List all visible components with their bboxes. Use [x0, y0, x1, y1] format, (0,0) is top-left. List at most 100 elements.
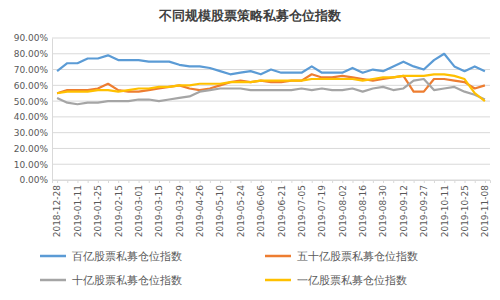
legend-swatch — [265, 255, 291, 258]
x-tick — [332, 180, 333, 183]
x-tick: 2019-10-11 — [440, 180, 450, 237]
plot: 0.00%10.00%20.00%30.00%40.00%50.00%60.00… — [14, 33, 491, 237]
x-tick-mark — [454, 180, 455, 183]
x-tick: 2019-09-27 — [419, 180, 429, 237]
x-tick: 2019-06-21 — [277, 180, 287, 237]
x-tick-mark — [373, 180, 374, 183]
x-tick-mark — [444, 180, 445, 183]
x-tick-mark — [393, 180, 394, 183]
x-tick — [454, 180, 455, 183]
x-tick-mark — [251, 180, 252, 183]
x-tick-label: 2019-08-02 — [338, 185, 348, 237]
y-tick-label: 70.00% — [14, 65, 49, 75]
x-tick: 2019-03-29 — [175, 180, 185, 237]
x-tick — [210, 180, 211, 183]
y-tick-label: 60.00% — [14, 81, 49, 91]
x-tick: 2019-01-25 — [93, 180, 103, 237]
legend-label: 一亿股票私募仓位指数 — [297, 274, 407, 287]
x-tick-mark — [190, 180, 191, 183]
lines — [57, 54, 485, 104]
x-tick: 2019-06-06 — [256, 180, 266, 237]
x-tick-mark — [77, 180, 78, 183]
legend-label: 百亿股票私募仓位指数 — [72, 250, 182, 263]
x-tick-mark — [322, 180, 323, 183]
y-tick-label: 90.00% — [14, 33, 49, 43]
x-tick-mark — [302, 180, 303, 183]
grid-line — [52, 116, 490, 117]
x-tick-mark — [403, 180, 404, 183]
x-tick — [373, 180, 374, 183]
x-tick — [352, 180, 353, 183]
y-tick: 90.00% — [14, 33, 52, 43]
y-tick-label: 20.00% — [14, 144, 49, 154]
x-tick-mark — [128, 180, 129, 183]
y-tick: 70.00% — [14, 65, 52, 75]
y-tick: 60.00% — [14, 81, 52, 91]
x-tick — [312, 180, 313, 183]
x-tick-mark — [291, 180, 292, 183]
x-tick-mark — [363, 180, 364, 183]
x-tick-mark — [352, 180, 353, 183]
x-tick — [393, 180, 394, 183]
x-tick-mark — [108, 180, 109, 183]
x-tick-label: 2019-07-19 — [317, 185, 327, 238]
x-tick-label: 2019-01-11 — [73, 185, 83, 237]
x-tick: 2019-08-30 — [378, 180, 388, 237]
legend-item: 十亿股票私募仓位指数 — [40, 274, 182, 287]
x-tick — [475, 180, 476, 183]
series-line — [57, 54, 485, 75]
x-tick-mark — [414, 180, 415, 183]
title: 不同规模股票策略私募仓位指数 — [158, 8, 342, 23]
x-tick: 2019-03-01 — [134, 180, 144, 237]
legend-swatch — [265, 279, 291, 282]
series-line — [57, 74, 485, 101]
x-tick: 2019-08-16 — [358, 180, 368, 237]
y-tick: 80.00% — [14, 49, 52, 59]
x-tick-label: 2019-10-25 — [460, 185, 470, 237]
x-tick-mark — [88, 180, 89, 183]
x-tick-mark — [312, 180, 313, 183]
x-tick: 2019-01-11 — [73, 180, 83, 237]
x-tick-label: 2019-10-11 — [440, 185, 450, 237]
x-tick — [190, 180, 191, 183]
y-tick: 50.00% — [14, 96, 52, 106]
x-tick-label: 2019-09-12 — [399, 185, 409, 237]
x-tick: 2019-05-24 — [236, 180, 246, 237]
x-tick-label: 2019-03-29 — [175, 185, 185, 238]
x-tick-label: 2019-03-01 — [134, 185, 144, 237]
x-tick-label: 2019-04-26 — [195, 185, 205, 238]
x-tick-label: 2019-03-15 — [154, 185, 164, 237]
x-tick-mark — [332, 180, 333, 183]
x-axis-line — [53, 181, 491, 184]
x-tick-mark — [230, 180, 231, 183]
x-tick-mark — [281, 180, 282, 183]
x-tick-mark — [475, 180, 476, 183]
x-tick-mark — [424, 180, 425, 183]
x-tick-label: 2019-09-27 — [419, 185, 429, 237]
y-tick-label: 0.00% — [19, 175, 48, 185]
y-axis-line — [52, 39, 53, 181]
x-tick — [128, 180, 129, 183]
x-tick-mark — [210, 180, 211, 183]
x-tick — [251, 180, 252, 183]
x-tick-label: 2018-12-28 — [52, 185, 62, 238]
x-tick-mark — [271, 180, 272, 183]
grid-line — [52, 132, 490, 133]
x-tick-mark — [57, 180, 58, 183]
x-tick-mark — [383, 180, 384, 183]
x-tick: 2019-07-19 — [317, 180, 327, 237]
y-tick-label: 50.00% — [14, 96, 49, 106]
legend-item: 五十亿股票私募仓位指数 — [265, 250, 418, 263]
x-tick-label: 2019-02-15 — [114, 185, 124, 237]
x-tick-mark — [169, 180, 170, 183]
x-tick-mark — [342, 180, 343, 183]
x-tick: 2019-11-08 — [480, 180, 490, 237]
grid — [52, 38, 490, 180]
x-tick-mark — [118, 180, 119, 183]
x-tick — [169, 180, 170, 183]
x-tick-mark — [149, 180, 150, 183]
y-axis: 0.00%10.00%20.00%30.00%40.00%50.00%60.00… — [14, 33, 53, 185]
grid-line — [52, 53, 490, 54]
x-tick-mark — [159, 180, 160, 183]
x-tick-mark — [67, 180, 68, 183]
